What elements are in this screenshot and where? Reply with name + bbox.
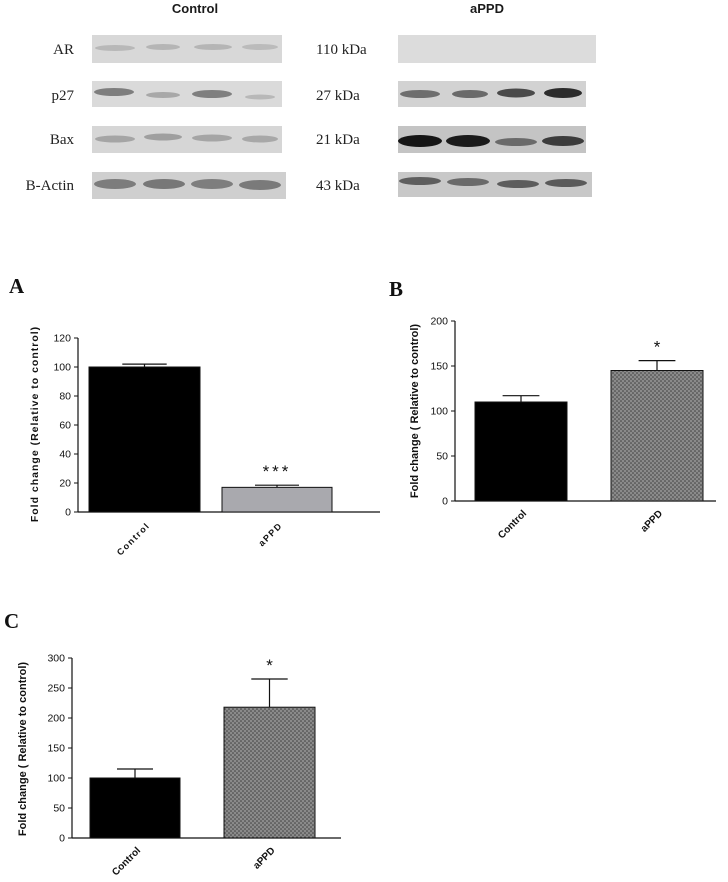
chart-c-y-tick-label: 50 (53, 803, 65, 815)
chart-a-y-tick-label: 120 (53, 333, 71, 345)
chart-c-category-label: aPPD (251, 845, 277, 871)
appd-blot-p27 (398, 81, 586, 107)
control-blot-bactin (92, 172, 286, 199)
appd-blot-ar (398, 35, 596, 63)
chart-b-y-tick-label: 50 (436, 451, 448, 463)
chart-a-y-tick-label: 100 (53, 362, 71, 374)
chart-c-y-tick-label: 150 (47, 743, 65, 755)
blot-row-label-ar: AR (53, 42, 74, 58)
appd-group-header: aPPD (470, 1, 504, 16)
chart-b-significance-marker: * (654, 338, 661, 357)
chart-c-y-tick-label: 100 (47, 773, 65, 785)
chart-a-y-tick-label: 80 (59, 391, 71, 403)
chart-a-bar-appd (221, 486, 333, 513)
chart-b-bar-appd (610, 370, 704, 502)
chart-c-y-tick-label: 0 (59, 833, 65, 845)
blot-row-label-bax: Bax (50, 132, 75, 148)
chart-c-y-axis-label: Fold change ( Relative to control) (17, 662, 29, 837)
chart-b-y-tick-label: 0 (442, 496, 448, 508)
chart-b-y-axis-label: Fold change ( Relative to control) (409, 324, 421, 499)
chart-b-bar-control (474, 401, 568, 502)
blot-mw-bactin: 43 kDa (316, 178, 360, 194)
blot-mw-bax: 21 kDa (316, 132, 360, 148)
appd-blot-bactin (398, 172, 592, 197)
chart-a-y-tick-label: 40 (59, 449, 71, 461)
chart-c-significance-marker: * (266, 656, 273, 675)
chart-c-y-tick-label: 200 (47, 713, 65, 725)
blot-row-label-p27: p27 (52, 88, 75, 104)
chart-c-bar-control (89, 777, 181, 839)
chart-a-y-tick-label: 20 (59, 478, 71, 490)
chart-a-significance-marker: *** (263, 462, 292, 481)
chart-b-y-tick-label: 150 (430, 361, 448, 373)
chart-a-y-axis-label: Fold change (Relative to control) (29, 326, 41, 522)
chart-c-category-label: Control (110, 845, 143, 878)
chart-c-y-tick-label: 300 (47, 653, 65, 665)
western-blot-figure: Control aPPD AR p27 Bax B-Actin 110 kDa … (26, 1, 596, 199)
chart-b-y-tick-label: 200 (430, 316, 448, 328)
chart-c-y-tick-label: 250 (47, 683, 65, 695)
chart-a-y-tick-label: 60 (59, 420, 71, 432)
blot-mw-ar: 110 kDa (316, 42, 367, 58)
chart-b-y-tick-label: 100 (430, 406, 448, 418)
blot-row-label-bactin: B-Actin (26, 178, 75, 194)
control-blot-ar (92, 35, 282, 63)
control-blot-p27 (92, 81, 282, 107)
chart-a-y-tick-label: 0 (65, 507, 71, 519)
appd-blot-bax (398, 126, 586, 153)
blot-mw-p27: 27 kDa (316, 88, 360, 104)
chart-c-bar-appd (223, 706, 316, 839)
control-blot-bax (92, 126, 282, 153)
chart-a-bar-control (88, 366, 201, 513)
control-group-header: Control (172, 1, 218, 16)
